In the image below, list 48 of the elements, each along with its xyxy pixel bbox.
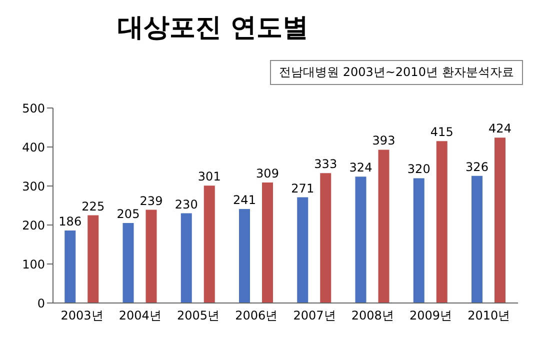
bar bbox=[297, 197, 308, 303]
chart-title: 대상포진 연도별 bbox=[116, 12, 310, 45]
y-tick-label: 500 bbox=[22, 101, 45, 116]
bar bbox=[472, 176, 482, 303]
x-tick-label: 2008년 bbox=[351, 308, 394, 323]
bar bbox=[262, 182, 273, 303]
data-label: 309 bbox=[256, 166, 279, 180]
x-tick-label: 2006년 bbox=[235, 308, 278, 323]
data-label: 186 bbox=[58, 214, 82, 228]
data-label: 205 bbox=[116, 207, 140, 222]
x-tick-label: 2007년 bbox=[293, 308, 336, 323]
data-label: 230 bbox=[174, 197, 198, 212]
x-tick-label: 2005년 bbox=[177, 308, 220, 323]
x-tick-label: 2009년 bbox=[410, 308, 452, 323]
bar bbox=[320, 173, 332, 303]
data-label: 225 bbox=[82, 199, 105, 214]
text: 전남대병원 2003년~2010년 환자분석자료 bbox=[270, 60, 523, 85]
bar bbox=[355, 176, 366, 303]
y-tick-label: 200 bbox=[22, 218, 45, 232]
bar bbox=[494, 138, 506, 303]
y-tick-label: 300 bbox=[22, 179, 45, 194]
x-tick-label: 2010년 bbox=[468, 308, 510, 323]
bar bbox=[146, 210, 157, 303]
bar bbox=[64, 230, 76, 303]
bar bbox=[378, 150, 390, 303]
data-label: 320 bbox=[407, 162, 430, 176]
data-label: 415 bbox=[430, 125, 454, 140]
y-tick-label: 0 bbox=[37, 296, 45, 310]
data-label: 271 bbox=[291, 181, 314, 196]
data-label: 333 bbox=[314, 157, 338, 172]
bar bbox=[239, 209, 250, 303]
bar bbox=[204, 186, 215, 303]
bar bbox=[180, 213, 192, 303]
data-label: 301 bbox=[198, 170, 221, 184]
data-label: 324 bbox=[349, 160, 372, 175]
x-tick-label: 2004년 bbox=[118, 308, 162, 323]
data-label: 241 bbox=[233, 193, 256, 208]
bar bbox=[436, 141, 448, 303]
data-label: 393 bbox=[372, 134, 396, 148]
bar bbox=[88, 215, 99, 303]
bar bbox=[122, 223, 134, 303]
data-label: 424 bbox=[488, 122, 512, 136]
bar bbox=[413, 178, 424, 303]
data-label: 239 bbox=[140, 194, 163, 208]
y-tick-label: 100 bbox=[22, 257, 45, 272]
x-tick-label: 2003년 bbox=[60, 308, 104, 323]
y-tick-label: 400 bbox=[22, 140, 45, 154]
data-label: 326 bbox=[466, 160, 488, 174]
